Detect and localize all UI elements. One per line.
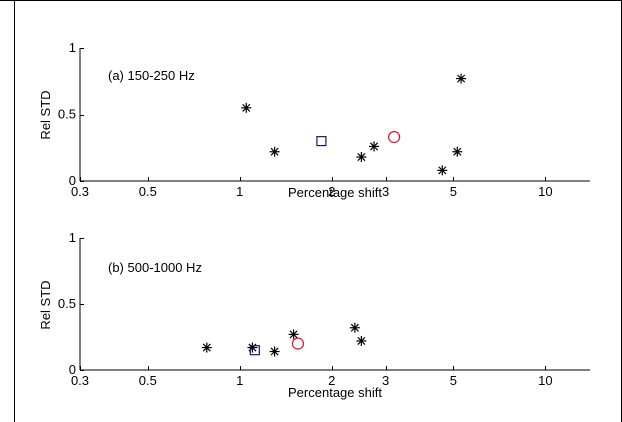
- panel-b-y-tick-label: 0.5: [58, 296, 76, 311]
- panel-a-x-tick-label: 2: [328, 184, 335, 199]
- panel-b-asterisk-point: [247, 342, 258, 353]
- panel-b-x-tick-label: 0.3: [71, 373, 89, 388]
- panel-a-asterisk-point: [369, 141, 380, 152]
- panel-a-x-tick-label: 0.3: [71, 184, 89, 199]
- panel-b-asterisk-point: [349, 322, 360, 333]
- panel-a-y-axis-label: Rel STD: [38, 90, 53, 139]
- panel-b-x-tick-label: 5: [450, 373, 457, 388]
- panel-b-annotation: (b) 500-1000 Hz: [108, 260, 202, 275]
- panel-a-asterisk-point: [269, 146, 280, 157]
- panel-a-asterisk-point: [241, 102, 252, 113]
- panel-b-asterisk-point: [356, 335, 367, 346]
- panel-a-x-tick-label: 1: [236, 184, 243, 199]
- panel-b-y-tick-label: 1: [69, 230, 76, 245]
- panel-b-x-axis-label: Percentage shift: [288, 385, 382, 400]
- panel-a-asterisk-point: [452, 146, 463, 157]
- panel-b-y-axis-label: Rel STD: [38, 280, 53, 329]
- panel-a-y-tick-label: 1: [69, 40, 76, 55]
- panel-b: 00.51 0.3 0.5 1 2 3 5 10 (b) 500-1000 Hz Perce…: [38, 230, 590, 400]
- panel-a-x-tick-label: 10: [538, 184, 552, 199]
- panel-b-x-tick-label: 10: [538, 373, 552, 388]
- panel-a-marks: [241, 73, 467, 176]
- panel-a-y-ticks: 00.51: [58, 40, 84, 188]
- panel-a-asterisk-point: [456, 73, 467, 84]
- panel-b-circle-point: [291, 337, 305, 350]
- panel-b-x-ticks: 0.3 0.5 1 2 3 5 10: [71, 366, 553, 388]
- panel-b-asterisk-point: [201, 342, 212, 353]
- panel-a-annotation: (a) 150-250 Hz: [108, 68, 195, 83]
- panel-a-x-tick-label: 0.5: [139, 184, 157, 199]
- panel-b-y-tick-label: 0: [69, 362, 76, 377]
- panel-b-x-tick-label: 3: [382, 373, 389, 388]
- panel-b-marks: [201, 322, 367, 357]
- panel-b-x-tick-label: 1: [236, 373, 243, 388]
- panel-b-asterisk-point: [288, 329, 299, 340]
- panel-b-square-point: [249, 345, 260, 356]
- panel-a-y-tick-label: 0.5: [58, 107, 76, 122]
- panel-a-x-tick-label: 5: [450, 184, 457, 199]
- panel-a-y-tick-label: 0: [69, 173, 76, 188]
- panel-a-x-ticks: 0.3 0.5 1 2 3 5 10: [71, 177, 553, 199]
- panel-a-circle-point: [388, 131, 401, 144]
- panel-b-x-tick-label: 0.5: [139, 373, 157, 388]
- panel-a-x-tick-label: 3: [382, 184, 389, 199]
- panel-b-y-ticks: 00.51: [58, 230, 84, 377]
- panel-a: 00.51 0.3 0.5 1 2 3 5 10 (a) 150-250 Hz Percen…: [38, 40, 590, 200]
- panel-b-asterisk-point: [269, 346, 280, 357]
- panel-b-x-tick-label: 2: [328, 373, 335, 388]
- panel-a-square-point: [316, 136, 327, 147]
- panel-a-asterisk-point: [356, 152, 367, 163]
- panel-a-x-axis-label: Percentage shift: [288, 185, 382, 200]
- panel-a-asterisk-point: [437, 165, 448, 176]
